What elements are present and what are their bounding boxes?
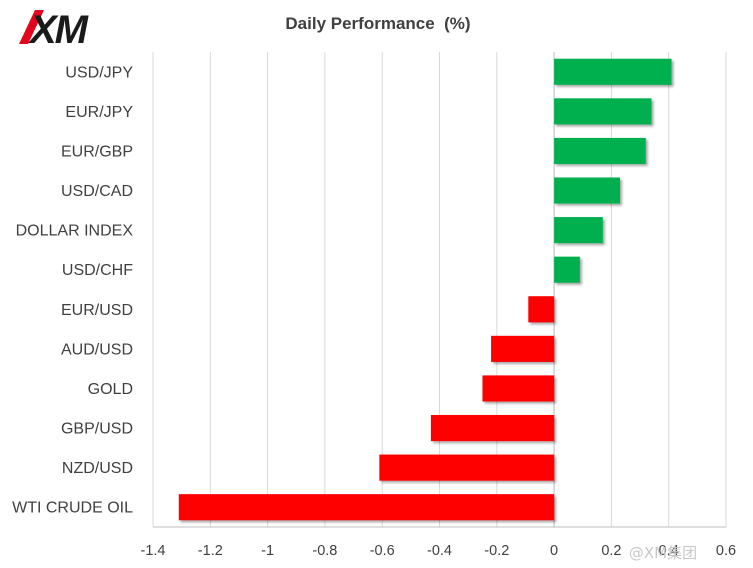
watermark: @XM集团 [629, 544, 697, 562]
bar [554, 58, 672, 85]
tick-label: -1 [261, 543, 274, 559]
category-label: DOLLAR INDEX [16, 223, 134, 240]
category-label: AUD/USD [61, 341, 133, 358]
xm-logo-text: XM [28, 8, 90, 52]
bars [178, 58, 672, 521]
category-label: EUR/USD [61, 302, 133, 319]
category-labels: USD/JPY EUR/JPY EUR/GBP USD/CAD DOLLAR INDEX… [12, 64, 133, 516]
tick-label: -0.4 [427, 543, 452, 559]
bar [554, 137, 646, 165]
xm-logo-slash [19, 10, 44, 44]
bar [379, 454, 555, 481]
category-label: WTI CRUDE OIL [12, 500, 133, 517]
category-label: GOLD [88, 381, 133, 398]
tick-label: -0.8 [312, 543, 337, 559]
category-label: USD/CHF [62, 262, 133, 279]
bar [554, 177, 620, 204]
tick-label: -0.2 [484, 543, 509, 559]
bar [554, 98, 652, 125]
tick-label: 0.4 [659, 543, 679, 559]
bar [178, 494, 555, 521]
tick-label: -1.4 [141, 543, 166, 559]
bar [554, 256, 580, 283]
category-label: EUR/GBP [61, 143, 133, 160]
category-label: NZD/USD [62, 460, 133, 477]
category-label: USD/CAD [61, 183, 133, 200]
xm-logo: XM [19, 8, 92, 52]
chart-title: Daily Performance (%) [285, 14, 470, 33]
bar [554, 217, 603, 244]
bar [482, 375, 555, 402]
tick-label: 0 [550, 543, 558, 559]
category-label: GBP/USD [61, 421, 133, 438]
bar [491, 335, 555, 362]
bar [430, 414, 555, 442]
tick-label: 0.6 [716, 543, 736, 559]
gridlines [152, 52, 727, 528]
bar [528, 296, 555, 323]
tick-label: 0.2 [601, 543, 621, 559]
category-label: USD/JPY [65, 64, 133, 81]
category-label: EUR/JPY [65, 104, 133, 121]
tick-label: -0.6 [370, 543, 395, 559]
tick-label: -1.2 [198, 543, 223, 559]
tick-labels: -1.4 -1.2 -1 -0.8 -0.6 -0.4 -0.2 0 0.2 0.4 0.6 [141, 543, 737, 559]
